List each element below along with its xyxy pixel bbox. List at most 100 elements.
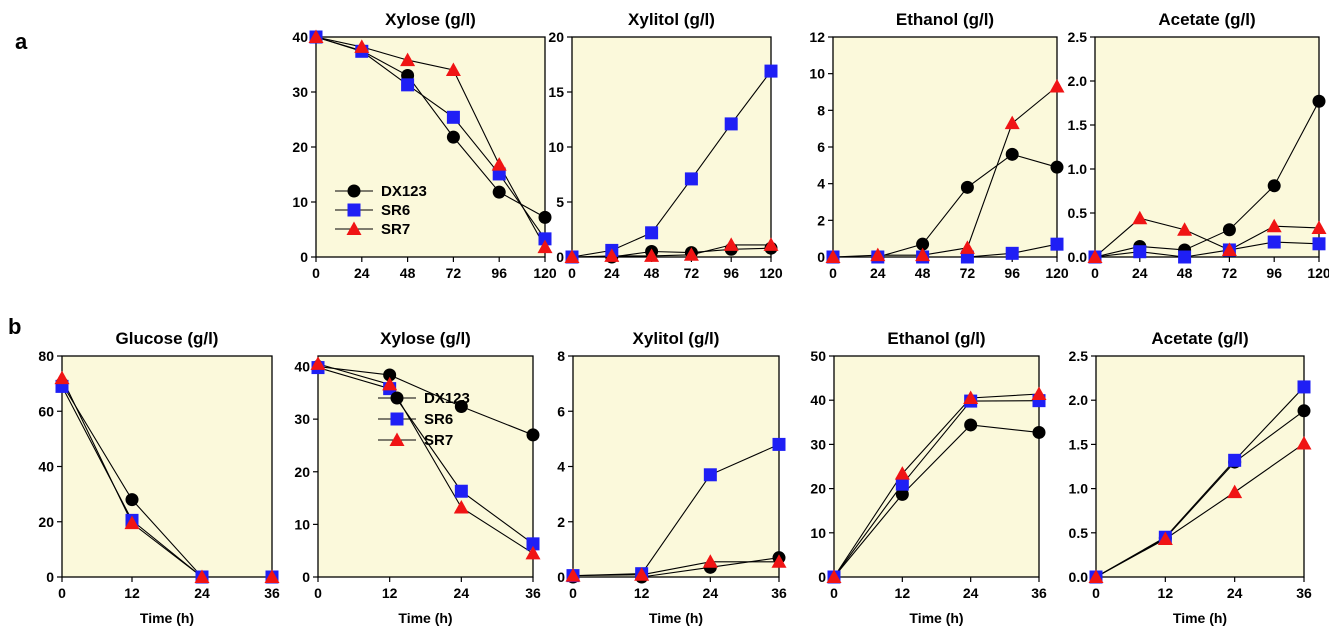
y-tick-label: 0 — [46, 569, 54, 585]
x-tick-label: 12 — [124, 585, 140, 601]
x-tick-label: 24 — [1132, 265, 1148, 281]
legend-label-SR7: SR7 — [424, 432, 453, 449]
y-tick-label: 0 — [302, 569, 310, 585]
y-tick-label: 1.0 — [1068, 161, 1088, 177]
data-point-SR7 — [723, 237, 739, 251]
data-point-SR7 — [634, 567, 650, 581]
x-tick-label: 96 — [491, 265, 507, 281]
data-point-SR7 — [644, 248, 660, 262]
x-tick-label: 48 — [1177, 265, 1193, 281]
x-tick-label: 24 — [354, 265, 370, 281]
x-tick-label: 0 — [312, 265, 320, 281]
x-tick-label: 96 — [1266, 265, 1282, 281]
chart-5: Xylose (g/l) 0 10 20 30 40 0 12 24 36 Time (h) DX12… — [294, 329, 541, 626]
data-point-DX123 — [446, 130, 460, 144]
legend-marker-DX123 — [347, 184, 361, 198]
data-point-SR7 — [963, 390, 979, 404]
y-tick-label: 20 — [294, 464, 310, 480]
y-tick-label: 0 — [557, 569, 565, 585]
y-tick-label: 30 — [810, 436, 826, 452]
data-point-SR7 — [564, 249, 580, 263]
x-tick-label: 120 — [1045, 265, 1069, 281]
x-tick-label: 120 — [1307, 265, 1329, 281]
y-tick-label: 2.5 — [1069, 348, 1089, 364]
plot-area — [61, 355, 273, 578]
data-point-SR7 — [915, 247, 931, 262]
y-tick-label: 0 — [556, 249, 564, 265]
x-axis-label: Time (h) — [398, 610, 452, 626]
data-point-DX123 — [383, 368, 397, 382]
data-point-SR7 — [453, 500, 469, 514]
y-tick-label: 0.5 — [1068, 205, 1088, 221]
y-tick-label: 40 — [38, 459, 54, 475]
x-tick-label: 72 — [1222, 265, 1238, 281]
plot-area — [832, 36, 1058, 258]
data-point-DX123 — [538, 210, 552, 224]
data-point-SR7 — [771, 554, 787, 568]
data-point-DX123 — [492, 185, 506, 199]
series-line-SR6 — [833, 243, 1058, 258]
data-point-SR6 — [1228, 453, 1242, 467]
legend: DX123 SR6 SR7 — [378, 390, 470, 449]
data-point-SR7 — [894, 466, 910, 480]
series-line-DX123 — [833, 424, 1040, 578]
series-line-SR6 — [315, 36, 546, 240]
chart-title: Ethanol (g/l) — [896, 10, 994, 29]
x-tick-label: 12 — [382, 585, 398, 601]
chart-8: Acetate (g/l) 0.0 0.5 1.0 1.5 2.0 2.5 0 12 24 36 Ti… — [1069, 329, 1312, 626]
y-tick-label: 0 — [818, 569, 826, 585]
data-point-SR6 — [1133, 245, 1147, 259]
data-point-SR6 — [1267, 235, 1281, 249]
series-line-SR7 — [315, 36, 546, 248]
x-tick-label: 48 — [915, 265, 931, 281]
y-tick-label: 50 — [810, 348, 826, 364]
data-point-SR6 — [538, 232, 552, 246]
data-point-SR6 — [1178, 250, 1192, 264]
y-tick-label: 1.0 — [1069, 481, 1089, 497]
x-axis-label: Time (h) — [909, 610, 963, 626]
data-point-SR7 — [604, 248, 620, 262]
y-tick-label: 10 — [809, 66, 825, 82]
y-tick-label: 40 — [810, 392, 826, 408]
x-tick-label: 12 — [1158, 585, 1174, 601]
data-point-SR7 — [400, 52, 416, 67]
chart-title: Xylose (g/l) — [380, 329, 471, 348]
data-point-SR7 — [1177, 222, 1193, 236]
legend-marker-SR7 — [346, 221, 362, 235]
series-line-SR6 — [1095, 386, 1305, 578]
data-point-DX123 — [1005, 147, 1019, 161]
series-line-SR7 — [317, 363, 534, 554]
x-tick-label: 12 — [895, 585, 911, 601]
y-tick-label: 4 — [817, 176, 825, 192]
y-tick-label: 30 — [292, 84, 308, 100]
x-tick-label: 24 — [703, 585, 719, 601]
x-tick-label: 0 — [569, 585, 577, 601]
legend-label-DX123: DX123 — [424, 390, 470, 407]
x-tick-label: 36 — [771, 585, 787, 601]
data-point-SR7 — [445, 62, 461, 76]
y-tick-label: 2.0 — [1069, 392, 1089, 408]
x-tick-label: 96 — [1004, 265, 1020, 281]
data-point-SR6 — [526, 537, 540, 551]
data-point-SR7 — [825, 249, 841, 263]
y-tick-label: 2 — [817, 212, 825, 228]
data-point-SR7 — [1132, 210, 1148, 225]
x-tick-label: 120 — [533, 265, 557, 281]
chart-title: Xylose (g/l) — [385, 10, 476, 29]
legend-label-DX123: DX123 — [381, 183, 427, 200]
x-tick-label: 72 — [960, 265, 976, 281]
series-line-SR6 — [1094, 241, 1320, 258]
data-point-SR7 — [1031, 386, 1047, 401]
data-point-DX123 — [125, 493, 139, 507]
x-axis-label: Time (h) — [649, 610, 703, 626]
data-point-SR7 — [54, 370, 70, 385]
x-tick-label: 24 — [870, 265, 886, 281]
data-point-SR7 — [1311, 220, 1327, 234]
chart-1: Xylitol (g/l) 0 5 10 15 20 0 24 48 72 96 120 — [548, 10, 782, 281]
data-point-SR6 — [1050, 237, 1064, 251]
series-line-SR6 — [833, 400, 1040, 578]
data-point-SR6 — [1312, 237, 1326, 251]
y-tick-label: 2.0 — [1068, 73, 1088, 89]
